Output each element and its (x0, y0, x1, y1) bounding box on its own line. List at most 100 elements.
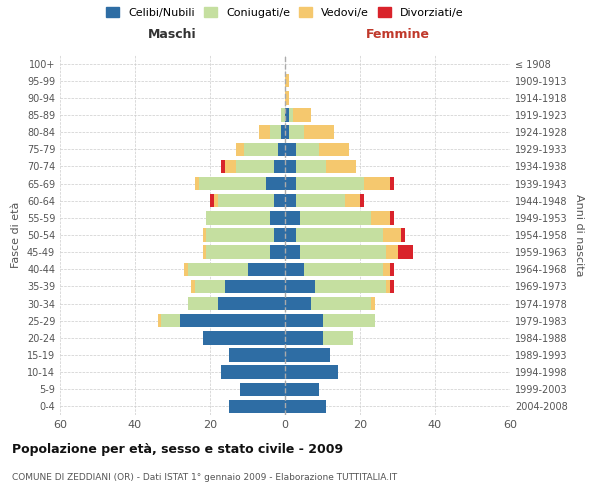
Bar (203, 331, 285, 344)
Bar (203, 246, 206, 259)
Bar (285, 297, 311, 310)
Bar (281, 126, 285, 139)
Bar (221, 160, 225, 173)
Bar (296, 194, 345, 207)
Bar (285, 331, 323, 344)
Bar (304, 126, 334, 139)
Bar (296, 142, 319, 156)
Bar (401, 228, 405, 241)
Text: Popolazione per età, sesso e stato civile - 2009: Popolazione per età, sesso e stato civil… (12, 442, 343, 456)
Bar (285, 160, 296, 173)
Bar (236, 160, 274, 173)
Bar (206, 246, 270, 259)
Bar (285, 348, 330, 362)
Bar (274, 160, 285, 173)
Bar (225, 160, 236, 173)
Bar (285, 211, 300, 224)
Bar (371, 297, 375, 310)
Bar (311, 297, 371, 310)
Bar (214, 194, 218, 207)
Bar (300, 211, 371, 224)
Bar (221, 366, 285, 379)
Bar (277, 142, 285, 156)
Bar (390, 280, 394, 293)
Bar (383, 262, 390, 276)
Bar (270, 126, 281, 139)
Bar (285, 382, 319, 396)
Y-axis label: Anni di nascita: Anni di nascita (574, 194, 584, 276)
Bar (270, 211, 285, 224)
Text: Femmine: Femmine (365, 28, 430, 42)
Bar (229, 400, 285, 413)
Bar (199, 177, 266, 190)
Y-axis label: Fasce di età: Fasce di età (11, 202, 21, 268)
Bar (218, 194, 274, 207)
Bar (161, 314, 180, 328)
Bar (285, 262, 304, 276)
Bar (289, 108, 293, 122)
Bar (304, 262, 383, 276)
Bar (315, 280, 386, 293)
Bar (319, 142, 349, 156)
Bar (229, 348, 285, 362)
Bar (187, 262, 248, 276)
Bar (285, 177, 296, 190)
Bar (248, 262, 285, 276)
Text: COMUNE DI ZEDDIANI (OR) - Dati ISTAT 1° gennaio 2009 - Elaborazione TUTTITALIA.I: COMUNE DI ZEDDIANI (OR) - Dati ISTAT 1° … (12, 472, 397, 482)
Bar (293, 108, 311, 122)
Bar (285, 280, 315, 293)
Bar (281, 108, 285, 122)
Bar (210, 194, 214, 207)
Bar (195, 177, 199, 190)
Bar (206, 211, 270, 224)
Bar (345, 194, 360, 207)
Bar (285, 91, 289, 104)
Bar (296, 177, 364, 190)
Bar (296, 160, 326, 173)
Bar (285, 126, 289, 139)
Bar (266, 177, 285, 190)
Bar (184, 262, 187, 276)
Bar (285, 246, 300, 259)
Legend: Celibi/Nubili, Coniugati/e, Vedovi/e, Divorziati/e: Celibi/Nubili, Coniugati/e, Vedovi/e, Di… (102, 3, 468, 22)
Bar (270, 246, 285, 259)
Bar (203, 228, 206, 241)
Bar (274, 194, 285, 207)
Bar (218, 297, 285, 310)
Bar (326, 160, 356, 173)
Bar (398, 246, 413, 259)
Bar (390, 177, 394, 190)
Bar (285, 142, 296, 156)
Bar (236, 142, 244, 156)
Bar (390, 262, 394, 276)
Bar (259, 126, 270, 139)
Bar (285, 194, 296, 207)
Bar (285, 366, 337, 379)
Bar (206, 228, 274, 241)
Bar (383, 228, 401, 241)
Bar (364, 177, 390, 190)
Bar (285, 74, 289, 88)
Bar (323, 314, 375, 328)
Bar (323, 331, 353, 344)
Bar (360, 194, 364, 207)
Bar (187, 297, 218, 310)
Bar (240, 382, 285, 396)
Bar (289, 126, 304, 139)
Bar (371, 211, 390, 224)
Bar (274, 228, 285, 241)
Bar (225, 280, 285, 293)
Bar (244, 142, 277, 156)
Bar (386, 280, 390, 293)
Bar (157, 314, 161, 328)
Bar (285, 400, 326, 413)
Bar (386, 246, 398, 259)
Bar (285, 314, 323, 328)
Bar (296, 228, 383, 241)
Bar (180, 314, 285, 328)
Bar (285, 108, 289, 122)
Bar (300, 246, 386, 259)
Bar (285, 228, 296, 241)
Bar (390, 211, 394, 224)
Bar (195, 280, 225, 293)
